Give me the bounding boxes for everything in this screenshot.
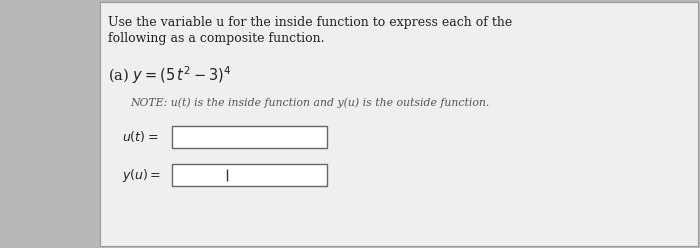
Text: Use the variable u for the inside function to express each of the: Use the variable u for the inside functi… xyxy=(108,16,512,29)
Text: following as a composite function.: following as a composite function. xyxy=(108,32,325,45)
FancyBboxPatch shape xyxy=(172,164,327,186)
FancyBboxPatch shape xyxy=(100,2,698,246)
Text: NOTE: u(t) is the inside function and y(u) is the outside function.: NOTE: u(t) is the inside function and y(… xyxy=(130,97,489,108)
FancyBboxPatch shape xyxy=(172,126,327,148)
Text: $u(t) =$: $u(t) =$ xyxy=(122,129,158,144)
Text: (a) $y = (5\,t^2-3)^4$: (a) $y = (5\,t^2-3)^4$ xyxy=(108,64,232,86)
Text: $y(u) =$: $y(u) =$ xyxy=(122,167,161,184)
